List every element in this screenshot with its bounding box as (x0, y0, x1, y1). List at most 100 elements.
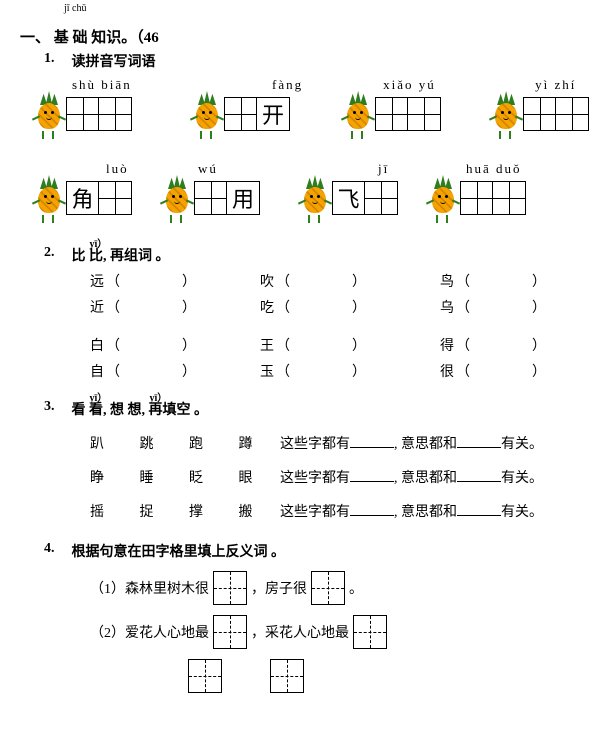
paren-close: ） (532, 297, 546, 317)
char-list: 摇 捉 撑 搬 (90, 501, 280, 521)
q3-line: 趴 跳 跑 蹲这些字都有, 意思都和有关。 (90, 433, 583, 453)
q2-title-text: 比 比, 再组词 (72, 249, 153, 264)
q4-line: （2）爱花人心地最 ，采花人心地最 (90, 615, 583, 649)
pinyin-group: shù biān (34, 77, 132, 135)
pinyin-group: xiǎo yú (343, 77, 441, 135)
pinyin-group: fàng 开 (192, 77, 303, 135)
compare-char: 近 (90, 297, 104, 317)
tian-grid[interactable] (460, 181, 526, 215)
tian-grid[interactable]: 角 (66, 181, 132, 215)
tian-box[interactable] (188, 659, 222, 693)
pinyin-label: luò (106, 161, 129, 177)
pineapple-icon (343, 93, 373, 135)
tian-char: 飞 (333, 182, 364, 214)
q4-extra-boxes (184, 659, 583, 693)
tian-grid[interactable]: 开 (224, 97, 290, 131)
paren-close: ） (532, 335, 546, 355)
tian-box[interactable] (353, 615, 387, 649)
blank-line[interactable] (457, 467, 501, 482)
q3-line: 睁 睡 眨 眼这些字都有 , 意思都和 有关。 (90, 467, 583, 487)
paren-open: （ (276, 271, 290, 291)
text: , 意思都和 (394, 467, 457, 487)
q2-title: yī） 比 比, 再组词 (72, 245, 153, 265)
pinyin-label: wú (198, 161, 218, 177)
text: （2）爱花人心地最 (90, 622, 209, 642)
compare-char: 远 (90, 271, 104, 291)
text: 有关。 (501, 433, 543, 453)
pineapple-icon (428, 177, 458, 219)
pinyin-group: luò 角 (34, 161, 132, 219)
text: 。 (349, 578, 363, 598)
pinyin-label: fàng (272, 77, 303, 93)
text: 这些字都有 (280, 467, 350, 487)
q3-ruby1: yī） (90, 389, 108, 404)
q3-title-text: 看 看, 想 想, 再填空 (72, 403, 191, 418)
pinyin-label: jī (378, 161, 389, 177)
pineapple-icon (162, 177, 192, 219)
paren-close: ） (352, 335, 366, 355)
paren-close: ） (182, 335, 196, 355)
compare-item: 得（） (440, 335, 546, 355)
compare-item: 近（） (90, 297, 196, 317)
paren-close: ） (352, 297, 366, 317)
compare-item: 王（） (260, 335, 366, 355)
paren-open: （ (106, 361, 120, 381)
pineapple-icon (192, 93, 222, 135)
text: 有关。 (501, 467, 543, 487)
paren-close: ） (182, 271, 196, 291)
q2-number: 2. (44, 245, 68, 261)
q4-period: 。 (271, 545, 285, 560)
section-number: 一、 (20, 30, 50, 46)
text: 这些字都有 (280, 501, 350, 521)
pinyin-group: jī 飞 (300, 161, 398, 219)
compare-char: 吃 (260, 297, 274, 317)
compare-item: 吹（） (260, 271, 366, 291)
compare-char: 白 (90, 335, 104, 355)
compare-item: 很（） (440, 361, 546, 381)
q3-title: yī） yī） 看 看, 想 想, 再填空 (72, 399, 191, 419)
text: 这些字都有 (280, 433, 350, 453)
q1-row-1: shù biānfàng开xiǎo yúyì zhí (34, 77, 583, 135)
tian-grid[interactable]: 飞 (332, 181, 398, 215)
q4-title: 根据句意在田字格里填上反义词 (72, 541, 268, 561)
pinyin-label: xiǎo yú (383, 77, 436, 93)
pineapple-icon (491, 93, 521, 135)
blank-line[interactable] (350, 467, 394, 482)
paren-close: ） (532, 271, 546, 291)
tian-box[interactable] (213, 571, 247, 605)
q1-title: 读拼音写词语 (72, 51, 156, 71)
section-text: 基 础 知识。（46 (54, 30, 159, 46)
pinyin-group: yì zhí (491, 77, 589, 135)
paren-open: （ (456, 271, 470, 291)
q3-body: 趴 跳 跑 蹲这些字都有, 意思都和有关。睁 睡 眨 眼这些字都有 , 意思都和 有… (44, 433, 583, 521)
pinyin-group: huā duǒ (428, 161, 526, 219)
paren-open: （ (276, 361, 290, 381)
tian-grid[interactable] (523, 97, 589, 131)
paren-close: ） (352, 361, 366, 381)
paren-open: （ (276, 297, 290, 317)
tian-char: 用 (227, 182, 259, 214)
text: ，采花人心地最 (251, 622, 349, 642)
char-list: 趴 跳 跑 蹲 (90, 433, 280, 453)
compare-item: 玉（） (260, 361, 366, 381)
tian-grid[interactable] (375, 97, 441, 131)
compare-char: 吹 (260, 271, 274, 291)
q2-ruby: yī） (90, 235, 108, 250)
tian-box[interactable] (213, 615, 247, 649)
tian-grid[interactable] (66, 97, 132, 131)
q4-number: 4. (44, 541, 68, 557)
blank-line[interactable] (350, 433, 394, 448)
blank-line[interactable] (457, 433, 501, 448)
tian-box[interactable] (311, 571, 345, 605)
blank-line[interactable] (457, 501, 501, 516)
text: ，房子很 (251, 578, 307, 598)
paren-open: （ (106, 335, 120, 355)
compare-char: 得 (440, 335, 454, 355)
pinyin-label: huā duǒ (466, 161, 522, 177)
paren-close: ） (182, 361, 196, 381)
tian-grid[interactable]: 用 (194, 181, 260, 215)
tian-box[interactable] (270, 659, 304, 693)
compare-item: 远（） (90, 271, 196, 291)
blank-line[interactable] (350, 501, 394, 516)
char-list: 睁 睡 眨 眼 (90, 467, 280, 487)
